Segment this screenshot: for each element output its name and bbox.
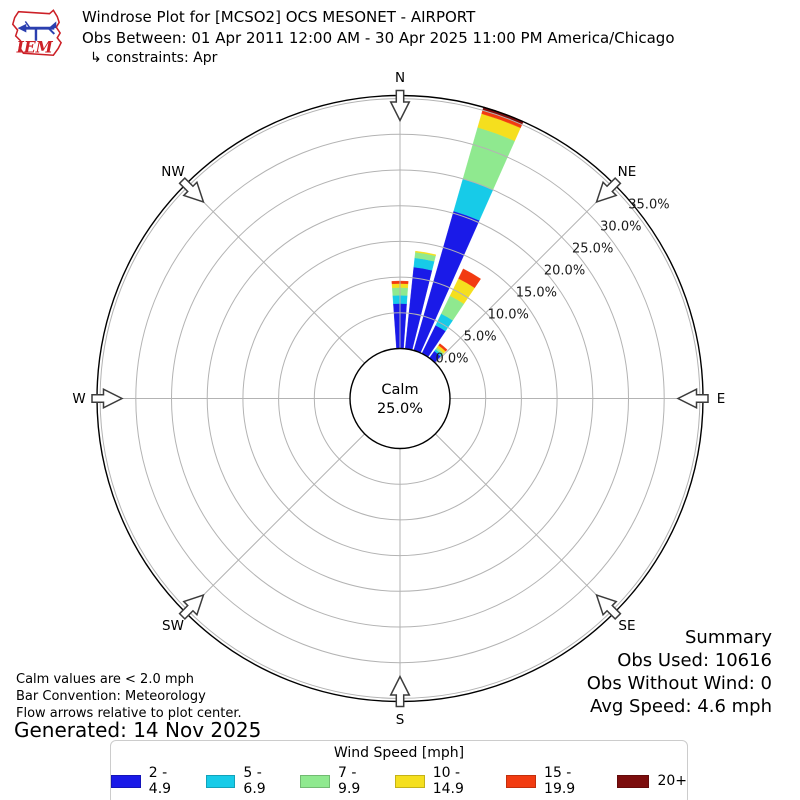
bar-segment-az40-bin4 xyxy=(438,343,448,352)
flow-arrow-se-icon xyxy=(595,593,622,620)
footnote-bar-convention: Bar Convention: Meteorology xyxy=(16,689,206,704)
flow-arrow-sw-icon xyxy=(178,593,205,620)
radial-tick-25.0%: 25.0% xyxy=(572,242,613,257)
flow-arrow-w-icon xyxy=(91,387,124,410)
legend-item-3: 10 - 14.9 xyxy=(394,765,491,797)
flow-arrow-ne-icon xyxy=(595,177,622,204)
compass-label-n: N xyxy=(395,70,405,86)
compass-label-w: W xyxy=(72,391,85,407)
wind-speed-legend: Wind Speed [mph] 2 - 4.9 5 - 6.9 7 - 9.9 10… xyxy=(110,740,688,800)
legend-item-1: 5 - 6.9 xyxy=(205,765,286,797)
flow-arrow-n-icon xyxy=(389,89,411,123)
radial-tick-30.0%: 30.0% xyxy=(600,220,641,235)
compass-label-ne: NE xyxy=(618,164,637,180)
legend-label-4: 15 - 19.9 xyxy=(544,765,576,797)
generated-date: Generated: 14 Nov 2025 xyxy=(14,718,262,742)
legend-item-0: 2 - 4.9 xyxy=(111,765,191,797)
footnotes: Calm values are < 2.0 mph Bar Convention… xyxy=(16,671,242,722)
plot-titles: Windrose Plot for [MCSO2] OCS MESONET - … xyxy=(82,7,675,69)
summary-title: Summary xyxy=(685,627,772,648)
iem-logo-text: IEM xyxy=(16,37,54,56)
bar-segment-az10-bin3 xyxy=(415,250,437,257)
radial-tick-20.0%: 20.0% xyxy=(544,263,585,278)
grid-spoke-nw xyxy=(185,183,365,364)
legend-item-5: 20+ xyxy=(617,773,687,789)
legend-label-3: 10 - 14.9 xyxy=(432,765,464,797)
flow-arrows xyxy=(91,89,709,708)
summary-block: Summary Obs Used: 10616 Obs Without Wind… xyxy=(587,626,772,718)
calm-value: 25.0% xyxy=(377,401,423,417)
calm-label: Calm xyxy=(381,382,418,398)
flow-arrow-s-icon xyxy=(389,674,411,708)
calm-circle xyxy=(349,347,451,450)
footnote-calm-threshold: Calm values are < 2.0 mph xyxy=(16,672,195,687)
legend-label-1: 5 - 6.9 xyxy=(243,765,266,797)
plot-subtitle: Obs Between: 01 Apr 2011 12:00 AM - 30 A… xyxy=(82,28,675,47)
compass-label-nw: NW xyxy=(161,164,184,180)
radial-tick-10.0%: 10.0% xyxy=(488,307,529,322)
bar-segment-az30-bin4 xyxy=(458,268,481,289)
grid-spoke-ne xyxy=(435,183,615,364)
compass-label-e: E xyxy=(717,391,726,407)
legend-item-2: 7 - 9.9 xyxy=(300,765,380,797)
legend-swatch-1 xyxy=(205,774,236,788)
calm-center: Calm 25.0% xyxy=(349,347,451,450)
legend-label-0: 2 - 4.9 xyxy=(148,765,172,797)
legend-swatch-5 xyxy=(617,774,650,788)
legend-label-2: 7 - 9.9 xyxy=(338,765,361,797)
iem-logo: IEM xyxy=(11,9,63,56)
legend-swatch-3 xyxy=(394,774,425,788)
radial-tick-15.0%: 15.0% xyxy=(516,285,557,300)
radial-tick-5.0%: 5.0% xyxy=(464,329,497,344)
legend-swatch-0 xyxy=(111,774,141,788)
compass-label-s: S xyxy=(396,712,405,728)
legend-swatch-2 xyxy=(300,774,331,788)
legend-label-5: 20+ xyxy=(657,773,688,789)
summary-obs-without-wind: Obs Without Wind: 0 xyxy=(586,673,772,694)
radial-tick-0.0%: 0.0% xyxy=(435,351,468,366)
compass-label-sw: SW xyxy=(162,618,184,634)
legend-swatch-4 xyxy=(506,774,537,788)
footnote-flow-arrows: Flow arrows relative to plot center. xyxy=(16,706,242,721)
flow-arrow-nw-icon xyxy=(178,177,205,204)
legend-items: 2 - 4.9 5 - 6.9 7 - 9.9 10 - 14.9 15 - 19.9 2… xyxy=(111,765,687,797)
plot-title: Windrose Plot for [MCSO2] OCS MESONET - … xyxy=(82,8,476,26)
compass-labels: N NE E SE S SW W NW xyxy=(72,70,725,728)
grid-spoke-sw xyxy=(185,433,365,614)
legend-title: Wind Speed [mph] xyxy=(333,745,465,761)
flow-arrow-e-icon xyxy=(676,387,709,410)
summary-avg-speed: Avg Speed: 4.6 mph xyxy=(590,696,772,717)
radial-tick-35.0%: 35.0% xyxy=(628,198,669,213)
summary-obs-used: Obs Used: 10616 xyxy=(617,650,772,671)
grid-spoke-se xyxy=(435,433,615,614)
windrose-bars xyxy=(391,106,524,363)
legend-item-4: 15 - 19.9 xyxy=(506,765,602,797)
plot-constraints: ↳ constraints: Apr xyxy=(90,50,218,66)
compass-label-se: SE xyxy=(618,618,635,634)
radial-tick-labels: 0.0% 5.0% 10.0% 15.0% 20.0% 25.0% 30.0% 35.0% xyxy=(435,198,669,367)
